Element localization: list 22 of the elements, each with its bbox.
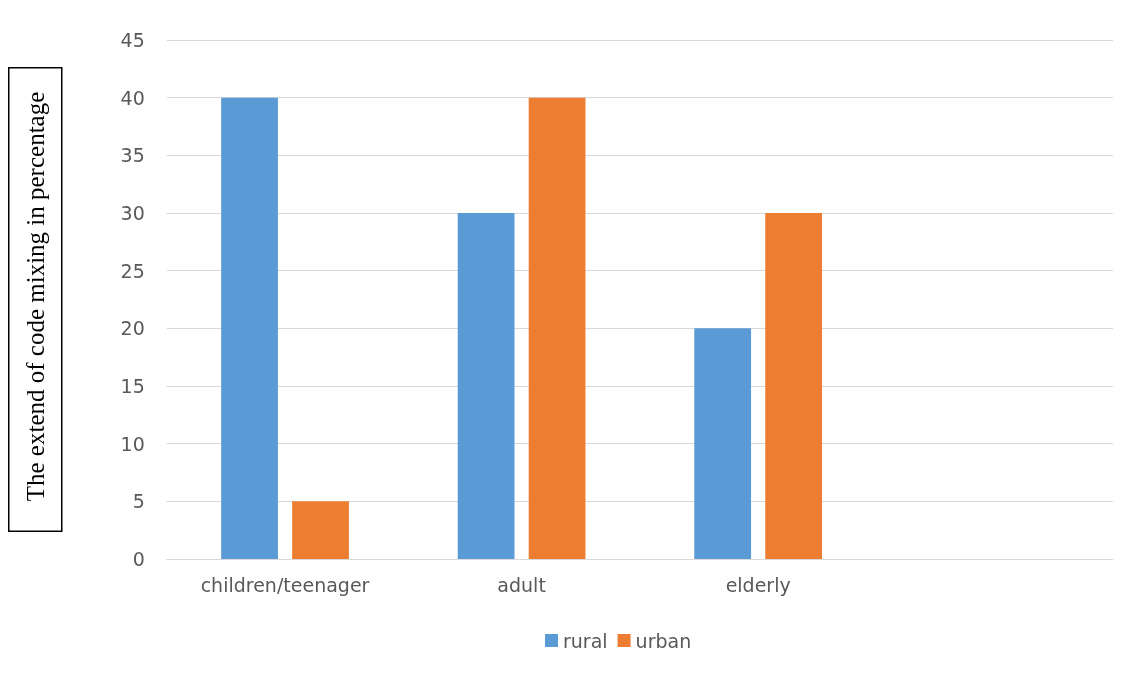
y-tick-label: 25 (120, 259, 145, 282)
legend-label: rural (563, 629, 608, 652)
x-tick-label: adult (497, 573, 546, 596)
y-tick-label: 15 (120, 375, 145, 397)
bar (694, 328, 752, 559)
y-tick-label: 35 (120, 144, 145, 167)
y-axis-title: The extend of code mixing in percentage (21, 91, 49, 502)
bar (292, 501, 349, 559)
y-tick-label: 5 (132, 490, 145, 513)
y-tick-label: 45 (120, 29, 145, 51)
x-tick-label: children/teenager (200, 573, 370, 596)
y-tick-label: 30 (120, 202, 145, 224)
y-tick-label: 40 (120, 86, 145, 109)
x-tick-label: elderly (725, 573, 791, 596)
legend-label: urban (635, 629, 692, 652)
bar (457, 213, 515, 559)
bar (765, 213, 823, 559)
y-tick-label: 20 (120, 317, 145, 340)
bar (528, 97, 586, 559)
bar (221, 97, 278, 559)
y-tick-label: 10 (120, 432, 145, 455)
y-tick-label: 0 (132, 548, 145, 570)
